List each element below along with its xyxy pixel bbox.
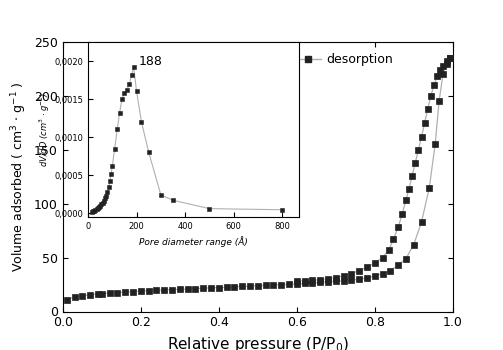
Legend: adsorption, desorption: adsorption, desorption	[180, 48, 398, 71]
X-axis label: Pore diameter range (Å): Pore diameter range (Å)	[139, 236, 248, 247]
Y-axis label: dV/dD (cm$^3$ $\cdot$ g$^{-1}$): dV/dD (cm$^3$ $\cdot$ g$^{-1}$)	[37, 92, 51, 167]
Y-axis label: Volume adsorbed ( cm$^3$ $\cdot$ g$^{-1}$ ): Volume adsorbed ( cm$^3$ $\cdot$ g$^{-1}…	[9, 81, 29, 272]
Text: 188: 188	[139, 55, 163, 68]
X-axis label: Relative pressure (P/P$_0$): Relative pressure (P/P$_0$)	[167, 335, 349, 350]
